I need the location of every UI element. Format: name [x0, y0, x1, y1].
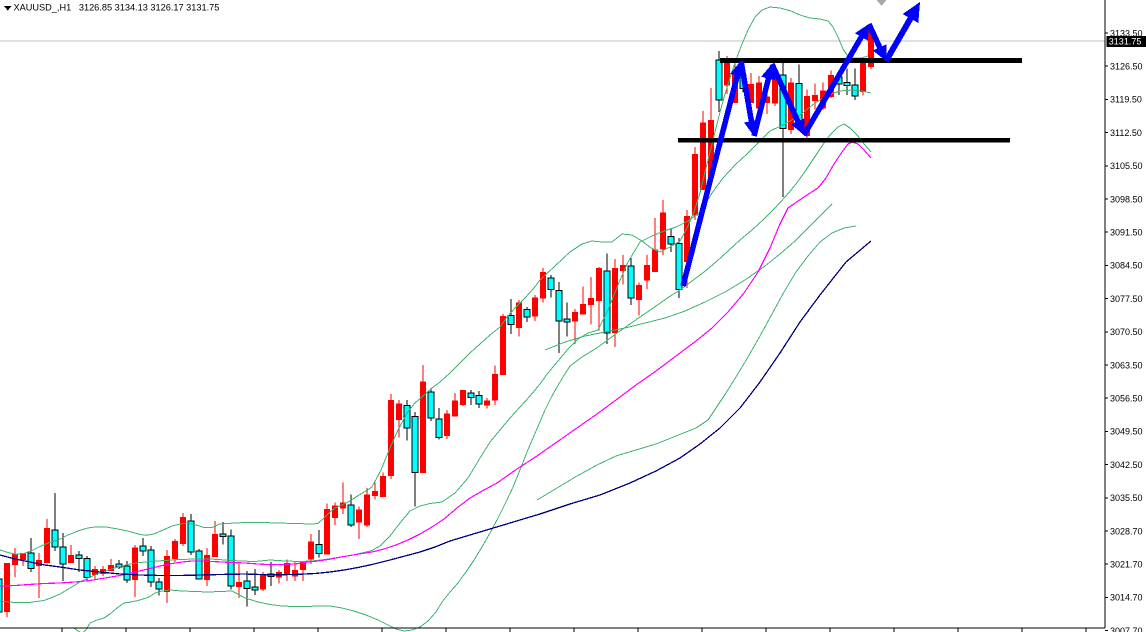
svg-text:3126.50: 3126.50 [1110, 62, 1143, 72]
svg-text:3133.50: 3133.50 [1110, 28, 1143, 38]
svg-text:3042.50: 3042.50 [1110, 460, 1143, 470]
svg-text:3070.50: 3070.50 [1110, 327, 1143, 337]
svg-text:3056.50: 3056.50 [1110, 394, 1143, 404]
svg-text:3091.50: 3091.50 [1110, 228, 1143, 238]
svg-text:3021.70: 3021.70 [1110, 560, 1143, 570]
svg-text:3007.70: 3007.70 [1110, 626, 1143, 632]
svg-text:3014.70: 3014.70 [1110, 593, 1143, 603]
svg-text:3028.70: 3028.70 [1110, 526, 1143, 536]
svg-text:3098.50: 3098.50 [1110, 194, 1143, 204]
svg-text:XAUUSD_,H1 3126.85 3134.13 3: XAUUSD_,H1 3126.85 3134.13 3126.17 3131.… [14, 3, 220, 13]
svg-text:3084.50: 3084.50 [1110, 261, 1143, 271]
svg-text:3035.50: 3035.50 [1110, 493, 1143, 503]
svg-text:3063.50: 3063.50 [1110, 360, 1143, 370]
svg-text:3105.50: 3105.50 [1110, 161, 1143, 171]
svg-text:3049.50: 3049.50 [1110, 427, 1143, 437]
svg-text:3131.75: 3131.75 [1109, 37, 1142, 47]
svg-text:3112.50: 3112.50 [1110, 128, 1142, 138]
svg-text:3077.50: 3077.50 [1110, 294, 1143, 304]
svg-text:3119.50: 3119.50 [1110, 95, 1142, 105]
